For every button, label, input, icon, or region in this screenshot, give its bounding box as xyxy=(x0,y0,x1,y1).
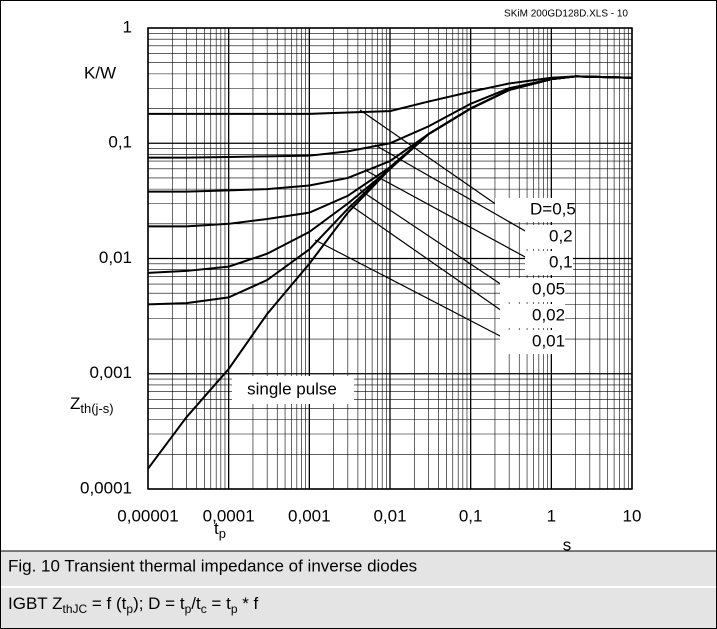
x-tick-label: 0,00001 xyxy=(117,506,178,525)
y-tick-label: 0,1 xyxy=(108,133,132,152)
series-label: 0,1 xyxy=(549,252,573,271)
x-tick-label: 0,0001 xyxy=(203,506,255,525)
caption-text: ); D = t xyxy=(133,594,185,613)
caption-subscript: p xyxy=(231,602,238,616)
x-tick-label: 1 xyxy=(547,506,556,525)
series-label: 0,2 xyxy=(549,226,573,245)
series-line xyxy=(148,75,633,115)
series-label: 0,01 xyxy=(532,331,565,350)
caption-subscript: c xyxy=(201,602,207,616)
series-label: single pulse xyxy=(247,379,337,398)
series-line xyxy=(147,75,633,306)
x-tick-label: 0,001 xyxy=(288,506,331,525)
x-label-sub: p xyxy=(219,526,226,541)
leader-line xyxy=(364,169,528,259)
plot-frame xyxy=(147,27,633,490)
x-label-main: t xyxy=(214,519,219,538)
caption-2: IGBT ZthJC = f (tp); D = tp/tc = tp * f xyxy=(8,594,259,616)
caption-text: /t xyxy=(191,594,201,613)
caption-text: IGBT Z xyxy=(8,594,62,613)
leader-line xyxy=(359,189,503,286)
caption-background xyxy=(1,551,716,628)
x-unit: s xyxy=(563,535,572,554)
label-box xyxy=(500,304,565,328)
label-box xyxy=(495,198,567,222)
series-label: 0,02 xyxy=(532,305,565,324)
label-box xyxy=(232,376,354,404)
y-label: Zth(j-s) xyxy=(70,394,114,416)
leader-line xyxy=(359,109,498,206)
caption-subscript: thJC xyxy=(62,602,87,616)
label-box xyxy=(500,330,565,354)
label-box xyxy=(500,278,565,302)
y-tick-label: 0,0001 xyxy=(80,478,132,497)
x-tick-label: 0,1 xyxy=(459,506,483,525)
x-label: tp xyxy=(214,519,226,541)
caption-1: Fig. 10 Transient thermal impedance of i… xyxy=(8,556,417,575)
y-unit: K/W xyxy=(84,63,116,82)
y-tick-label: 0,001 xyxy=(89,363,132,382)
y-tick-label: 1 xyxy=(123,17,132,36)
header: SKiM 200GD128D.XLS - 10 xyxy=(504,9,628,20)
caption-text: = t xyxy=(207,594,231,613)
caption-text: * f xyxy=(238,594,259,613)
caption-text: = f (t xyxy=(87,594,126,613)
leader-line xyxy=(314,239,503,338)
y-tick-label: 0,01 xyxy=(99,248,132,267)
label-box xyxy=(525,225,573,249)
y-label-main: Z xyxy=(70,394,80,413)
leader-line xyxy=(349,204,503,312)
label-box xyxy=(525,251,573,275)
x-tick-label: 0,01 xyxy=(373,506,406,525)
y-label-sub: th(j-s) xyxy=(80,401,113,416)
series-label: D=0,5 xyxy=(530,199,576,218)
caption-subscript: p xyxy=(185,602,192,616)
x-tick-label: 10 xyxy=(623,506,642,525)
series-label: 0,05 xyxy=(532,279,565,298)
leader-line xyxy=(374,144,528,233)
caption-subscript: p xyxy=(126,602,133,616)
